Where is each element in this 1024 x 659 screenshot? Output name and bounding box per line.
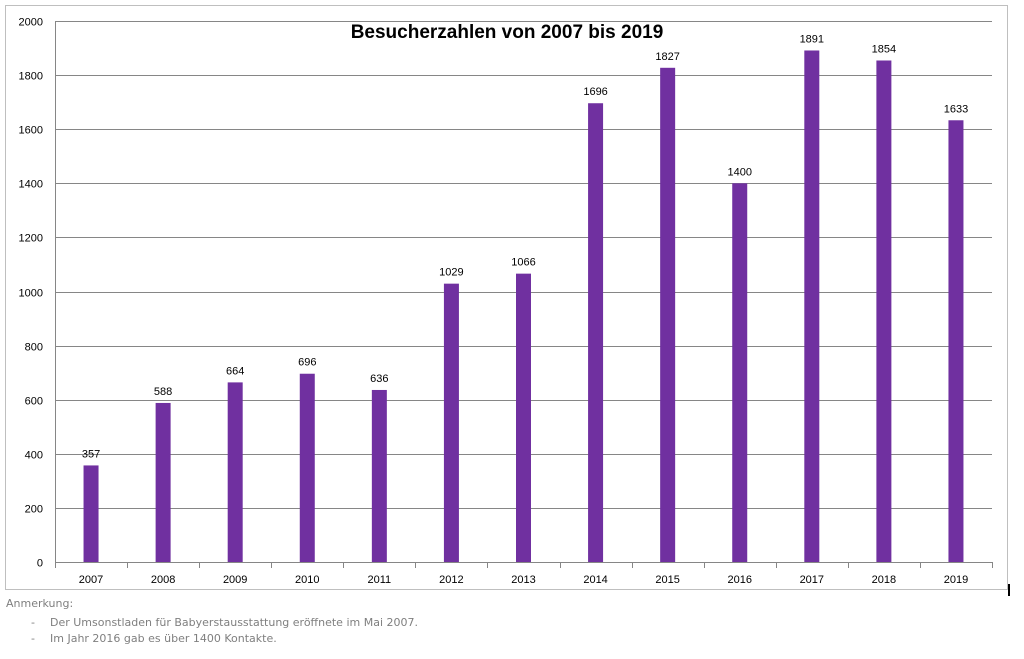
y-tick-label: 1600 — [19, 125, 43, 137]
bar — [299, 373, 315, 562]
x-tick-label: 2017 — [800, 574, 824, 586]
y-tick-label: 600 — [25, 396, 43, 408]
data-label: 664 — [226, 365, 244, 377]
bar-chart: 357 588 664 696 636 1029 1066 1696 1827 1400 1891 1… — [5, 5, 1008, 590]
data-label: 1854 — [872, 43, 896, 55]
x-axis: 2007 2008 2009 2010 2011 2012 2013 2014 2015 2016… — [55, 562, 993, 586]
x-tick-label: 2009 — [223, 574, 247, 586]
y-tick-label: 1800 — [19, 71, 43, 83]
data-label: 1633 — [944, 103, 968, 115]
x-tick-label: 2012 — [439, 574, 463, 586]
x-tick-label: 2019 — [944, 574, 968, 586]
bar-series — [83, 50, 964, 563]
data-label: 1827 — [655, 51, 679, 63]
x-tick-label: 2013 — [511, 574, 535, 586]
note-text: Im Jahr 2016 gab es über 1400 Kontakte. — [50, 632, 277, 645]
chart-title: Besucherzahlen von 2007 bis 2019 — [351, 22, 664, 43]
data-label: 696 — [298, 357, 316, 369]
y-tick-label: 1200 — [19, 233, 43, 245]
data-label: 1400 — [727, 166, 751, 178]
x-tick-label: 2010 — [295, 574, 319, 586]
notes: Anmerkung: - Der Umsonstladen für Babyer… — [6, 596, 606, 647]
bar — [588, 103, 604, 563]
bar — [948, 120, 964, 562]
bar — [155, 402, 171, 562]
note-bullet: - — [31, 632, 35, 645]
y-tick-label: 400 — [25, 450, 43, 462]
gridlines — [55, 21, 992, 509]
bar — [83, 465, 99, 562]
x-tick-label: 2016 — [727, 574, 751, 586]
y-tick-label: 0 — [37, 558, 43, 570]
bar — [660, 67, 676, 562]
bar — [443, 283, 459, 562]
x-tick-label: 2014 — [583, 574, 607, 586]
y-tick-label: 2000 — [19, 17, 43, 29]
notes-list: - Der Umsonstladen für Babyerstausstattu… — [6, 615, 606, 647]
data-label: 1696 — [583, 86, 607, 98]
x-tick-label: 2011 — [368, 574, 392, 586]
x-tick-label: 2018 — [872, 574, 896, 586]
bar — [371, 389, 387, 562]
data-label: 1891 — [800, 33, 824, 45]
chart-border — [5, 5, 1008, 590]
note-item: - Der Umsonstladen für Babyerstausstattu… — [6, 615, 606, 631]
data-label: 1029 — [439, 267, 463, 279]
bar — [804, 50, 820, 563]
note-item: - Im Jahr 2016 gab es über 1400 Kontakte… — [6, 631, 606, 647]
data-label: 588 — [154, 386, 172, 398]
notes-heading: Anmerkung: — [6, 597, 74, 610]
note-bullet: - — [31, 616, 35, 629]
data-labels: 357 588 664 696 636 1029 1066 1696 1827 1400 1891 1… — [82, 33, 968, 460]
bar — [516, 273, 531, 562]
y-tick-label: 800 — [25, 342, 43, 354]
x-tick-label: 2008 — [151, 574, 175, 586]
y-axis: 0 200 400 600 800 1000 1200 1400 1600 1800 2000 — [19, 17, 56, 570]
note-text: Der Umsonstladen für Babyerstausstattung… — [50, 616, 418, 629]
data-label: 1066 — [511, 257, 535, 269]
data-label: 636 — [370, 373, 388, 385]
x-tick-label: 2007 — [79, 574, 103, 586]
y-tick-label: 200 — [25, 504, 43, 516]
bar — [732, 183, 748, 563]
y-tick-label: 1000 — [19, 288, 43, 300]
x-tick-label: 2015 — [655, 574, 679, 586]
y-tick-label: 1400 — [19, 179, 43, 191]
data-label: 357 — [82, 448, 100, 460]
bar — [227, 382, 243, 562]
edge-mark — [1008, 584, 1010, 596]
bar — [876, 60, 892, 562]
